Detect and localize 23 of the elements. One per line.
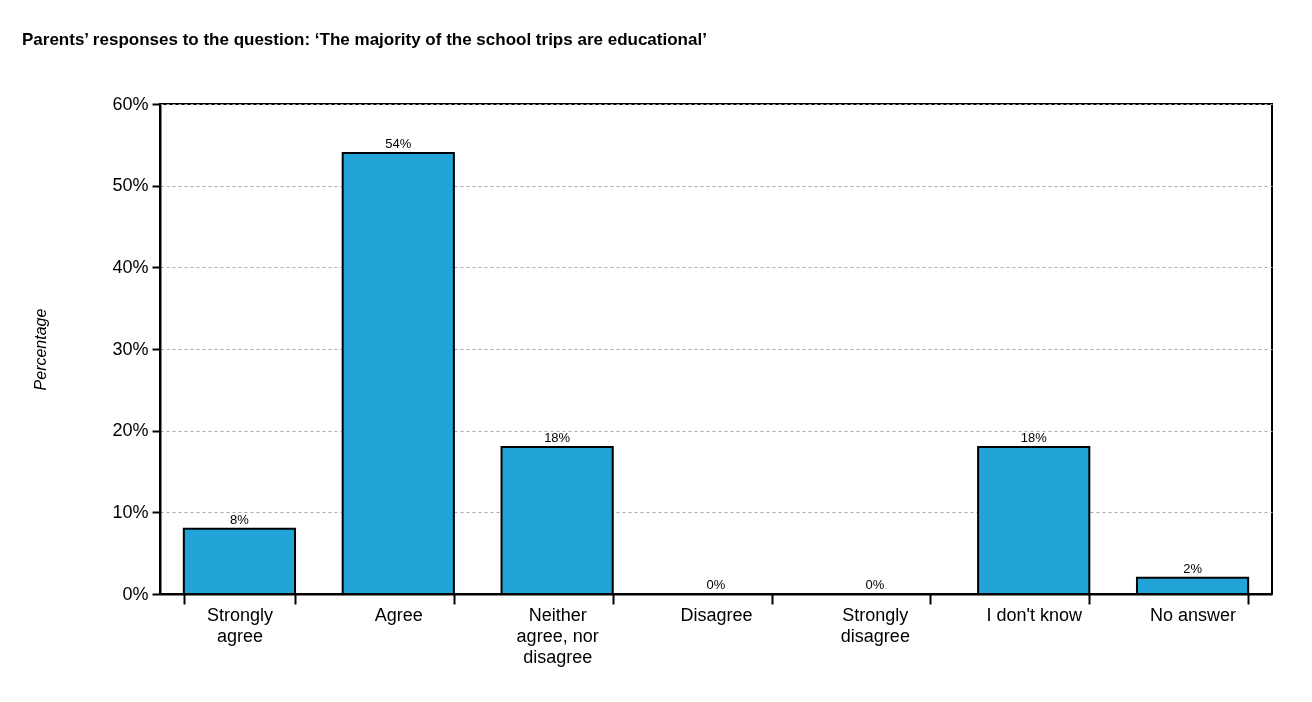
y-tick-label: 0%	[122, 583, 149, 604]
data-label: 18%	[1020, 430, 1048, 445]
y-tick-label: 50%	[112, 175, 149, 196]
y-tick-label: 10%	[112, 501, 149, 522]
x-tick-label: No answer	[1150, 604, 1237, 625]
data-label: 2%	[1183, 560, 1203, 576]
y-tick-label: 30%	[112, 338, 149, 359]
data-label: 8%	[230, 511, 250, 527]
y-tick-label: 60%	[112, 93, 149, 114]
y-tick-label: 40%	[112, 256, 149, 277]
x-tick-label: Strongly disagree	[840, 604, 910, 646]
chart-title: Parents’ responses to the question: ‘The majority of the school trips are educational’	[22, 30, 707, 49]
data-label: 18%	[544, 430, 571, 445]
x-tick-label: I don't know	[986, 604, 1083, 625]
x-tick-label: Neither agree, nor disagree	[516, 604, 599, 667]
x-tick-label: Strongly agree	[206, 604, 273, 646]
x-tick-label: Agree	[374, 604, 423, 625]
data-label: 0%	[706, 577, 726, 592]
y-tick-label: 20%	[112, 420, 149, 441]
y-axis-title: Percentage	[31, 308, 49, 391]
x-tick-label: Disagree	[680, 604, 753, 625]
data-label: 0%	[865, 577, 885, 592]
data-label: 54%	[385, 136, 412, 151]
